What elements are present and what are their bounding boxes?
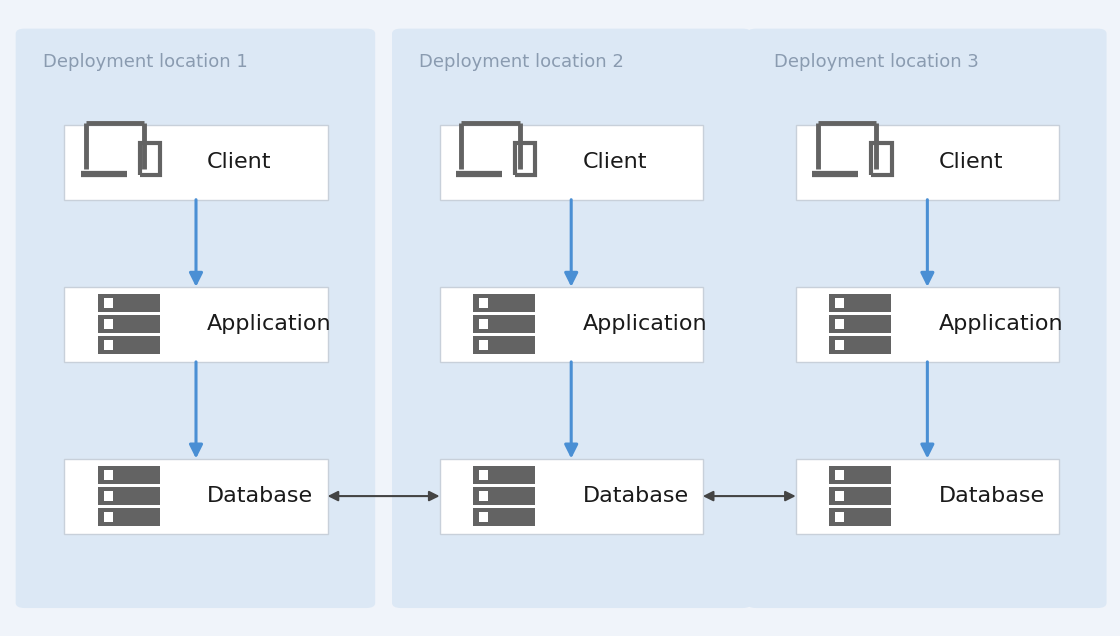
- FancyBboxPatch shape: [103, 298, 112, 308]
- FancyBboxPatch shape: [103, 340, 112, 350]
- FancyBboxPatch shape: [795, 459, 1058, 534]
- FancyBboxPatch shape: [479, 512, 488, 522]
- FancyBboxPatch shape: [99, 294, 159, 312]
- Text: Database: Database: [207, 486, 314, 506]
- FancyBboxPatch shape: [473, 466, 534, 484]
- FancyBboxPatch shape: [392, 29, 752, 608]
- Text: Client: Client: [207, 152, 272, 172]
- Text: Client: Client: [582, 152, 647, 172]
- Text: Deployment location 2: Deployment location 2: [419, 53, 624, 71]
- FancyBboxPatch shape: [103, 470, 112, 480]
- FancyBboxPatch shape: [103, 491, 112, 501]
- FancyBboxPatch shape: [479, 470, 488, 480]
- FancyBboxPatch shape: [829, 466, 892, 484]
- FancyBboxPatch shape: [836, 470, 844, 480]
- FancyBboxPatch shape: [99, 487, 159, 505]
- FancyBboxPatch shape: [99, 336, 159, 354]
- FancyBboxPatch shape: [479, 298, 488, 308]
- FancyBboxPatch shape: [836, 340, 844, 350]
- FancyBboxPatch shape: [103, 319, 112, 329]
- FancyBboxPatch shape: [836, 491, 844, 501]
- Text: Deployment location 1: Deployment location 1: [43, 53, 248, 71]
- FancyBboxPatch shape: [829, 487, 892, 505]
- FancyBboxPatch shape: [829, 336, 892, 354]
- Text: Database: Database: [582, 486, 689, 506]
- Text: Database: Database: [939, 486, 1045, 506]
- FancyBboxPatch shape: [479, 491, 488, 501]
- FancyBboxPatch shape: [64, 125, 327, 200]
- Text: Deployment location 3: Deployment location 3: [774, 53, 979, 71]
- FancyBboxPatch shape: [99, 466, 159, 484]
- FancyBboxPatch shape: [473, 508, 534, 526]
- FancyBboxPatch shape: [836, 298, 844, 308]
- FancyBboxPatch shape: [473, 487, 534, 505]
- FancyBboxPatch shape: [99, 508, 159, 526]
- FancyBboxPatch shape: [479, 319, 488, 329]
- Text: Application: Application: [939, 314, 1063, 335]
- FancyBboxPatch shape: [473, 336, 534, 354]
- Text: Client: Client: [939, 152, 1004, 172]
- FancyBboxPatch shape: [829, 508, 892, 526]
- FancyBboxPatch shape: [829, 315, 892, 333]
- FancyBboxPatch shape: [64, 287, 327, 362]
- FancyBboxPatch shape: [473, 315, 534, 333]
- FancyBboxPatch shape: [99, 315, 159, 333]
- FancyBboxPatch shape: [795, 125, 1058, 200]
- Text: Application: Application: [582, 314, 707, 335]
- FancyBboxPatch shape: [479, 340, 488, 350]
- FancyBboxPatch shape: [16, 29, 375, 608]
- FancyBboxPatch shape: [473, 294, 534, 312]
- FancyBboxPatch shape: [64, 459, 327, 534]
- FancyBboxPatch shape: [836, 512, 844, 522]
- FancyBboxPatch shape: [103, 512, 112, 522]
- FancyBboxPatch shape: [439, 125, 703, 200]
- Text: Application: Application: [207, 314, 332, 335]
- FancyBboxPatch shape: [795, 287, 1058, 362]
- FancyBboxPatch shape: [747, 29, 1107, 608]
- FancyBboxPatch shape: [439, 459, 703, 534]
- FancyBboxPatch shape: [836, 319, 844, 329]
- FancyBboxPatch shape: [439, 287, 703, 362]
- FancyBboxPatch shape: [829, 294, 892, 312]
